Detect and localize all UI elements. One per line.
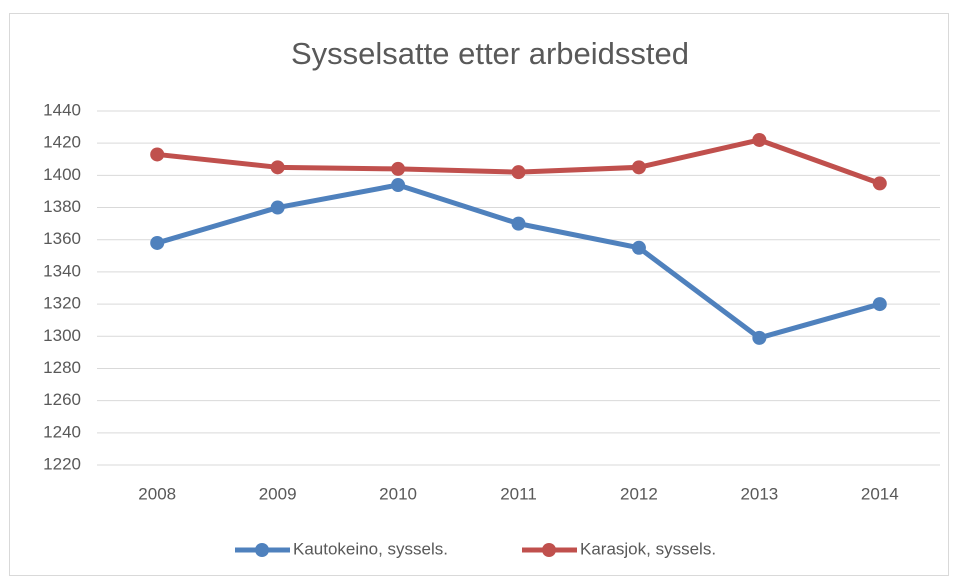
- legend-marker: [542, 543, 556, 557]
- legend-label: Karasjok, syssels.: [580, 539, 716, 558]
- y-tick-label: 1300: [43, 326, 81, 345]
- data-point: [752, 132, 767, 147]
- x-tick-label: 2010: [379, 484, 417, 503]
- y-tick-label: 1320: [43, 294, 81, 313]
- y-tick-label: 1280: [43, 358, 81, 377]
- x-tick-label: 2013: [740, 484, 778, 503]
- legend-marker: [255, 543, 269, 557]
- data-point: [150, 235, 165, 250]
- x-tick-label: 2011: [500, 484, 537, 503]
- data-point: [270, 200, 285, 215]
- data-point: [872, 297, 887, 312]
- legend-label: Kautokeino, syssels.: [293, 539, 448, 558]
- data-point: [270, 160, 285, 175]
- y-tick-label: 1420: [43, 133, 81, 152]
- chart-title: Sysselsatte etter arbeidssted: [291, 36, 689, 71]
- x-tick-label: 2014: [861, 484, 899, 503]
- y-tick-label: 1400: [43, 165, 81, 184]
- y-tick-label: 1220: [43, 454, 81, 473]
- y-tick-label: 1340: [43, 261, 81, 280]
- x-tick-label: 2012: [620, 484, 658, 503]
- data-point: [631, 240, 646, 255]
- y-tick-label: 1260: [43, 390, 81, 409]
- data-point: [391, 161, 406, 176]
- data-point: [511, 165, 526, 180]
- data-point: [150, 147, 165, 162]
- chart-border: [9, 13, 949, 576]
- data-point: [752, 330, 767, 345]
- data-point: [872, 176, 887, 191]
- data-point: [511, 216, 526, 231]
- y-tick-label: 1440: [43, 100, 81, 119]
- data-point: [631, 160, 646, 175]
- y-tick-label: 1380: [43, 197, 81, 216]
- y-tick-label: 1360: [43, 229, 81, 248]
- x-tick-label: 2009: [259, 484, 297, 503]
- y-tick-label: 1240: [43, 422, 81, 441]
- x-tick-label: 2008: [138, 484, 176, 503]
- data-point: [391, 178, 406, 193]
